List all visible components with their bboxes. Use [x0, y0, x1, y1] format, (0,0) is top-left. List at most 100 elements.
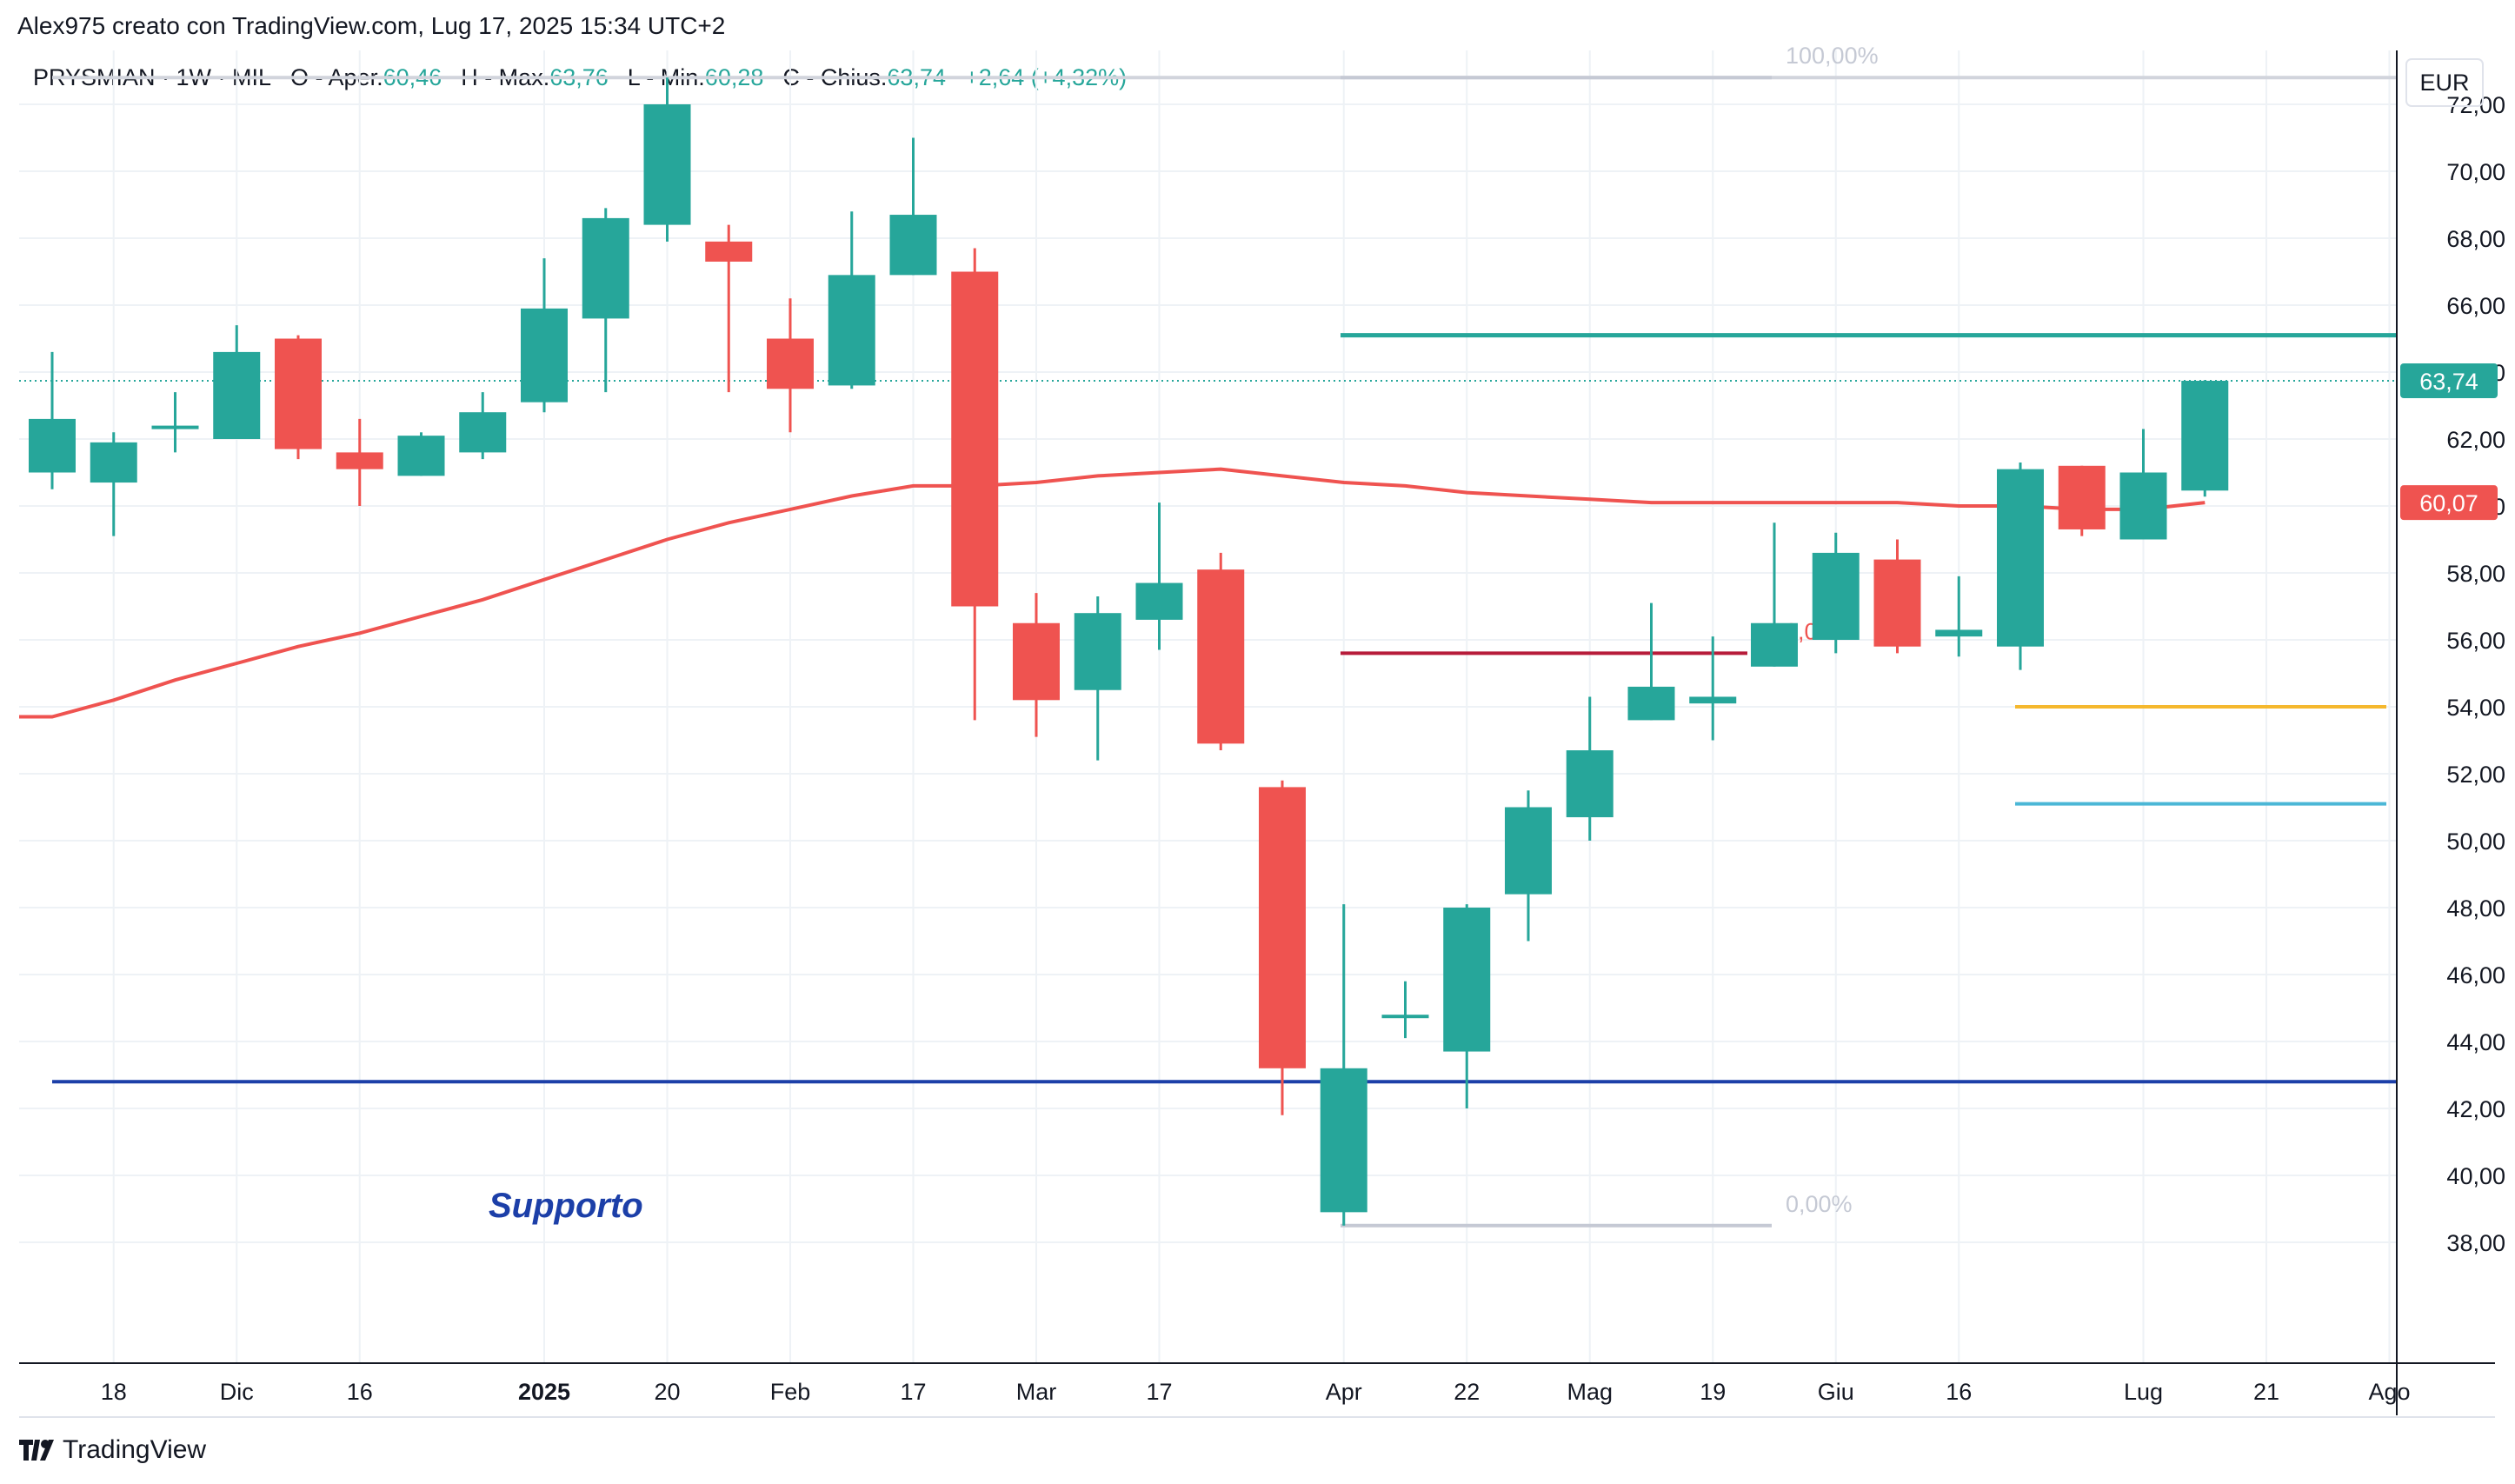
- candle: [459, 392, 507, 460]
- candle-body: [582, 217, 629, 319]
- x-tick-label: Mag: [1567, 1379, 1613, 1405]
- candle: [1812, 532, 1860, 654]
- candle-body: [1627, 686, 1675, 721]
- x-tick-label: 16: [347, 1379, 373, 1405]
- candle: [828, 211, 875, 389]
- candle: [1627, 602, 1675, 721]
- candle-body: [1873, 559, 1921, 647]
- last-price-tag-box: [2400, 363, 2498, 399]
- candle: [643, 77, 691, 242]
- y-tick-label: 46,00: [2446, 962, 2505, 988]
- last-price-tag: 63,74: [2419, 369, 2478, 395]
- tradingview-logo-icon: [19, 1440, 54, 1461]
- candle: [29, 351, 76, 489]
- x-tick-label: 17: [900, 1379, 926, 1405]
- support-label: Supporto: [489, 1187, 643, 1225]
- candle-body: [2058, 465, 2106, 529]
- fib-level-label: 100,00%: [1786, 43, 1879, 69]
- y-tick-label: 44,00: [2446, 1029, 2505, 1055]
- candle-body: [151, 425, 199, 429]
- candle: [275, 335, 322, 460]
- candle: [90, 432, 137, 536]
- candle: [1689, 636, 1737, 741]
- candle: [521, 258, 568, 413]
- creator-credit: Alex975 creato con TradingView.com, Lug …: [17, 12, 726, 39]
- candle: [2058, 465, 2106, 536]
- y-tick-label: 40,00: [2446, 1163, 2505, 1189]
- candle-body: [521, 308, 568, 403]
- candle: [1566, 696, 1613, 841]
- currency-label[interactable]: EUR: [2419, 70, 2469, 96]
- candle: [582, 208, 629, 393]
- y-tick-label: 70,00: [2446, 159, 2505, 185]
- candle-body: [213, 351, 261, 439]
- candle: [1197, 552, 1245, 751]
- y-tick-label: 52,00: [2446, 762, 2505, 788]
- candle-body: [1381, 1015, 1429, 1019]
- candle: [1074, 596, 1121, 761]
- candle-body: [951, 271, 999, 607]
- candle: [1935, 576, 1983, 657]
- x-tick-label: Ago: [2368, 1379, 2410, 1405]
- candle-body: [1751, 622, 1798, 667]
- candle-body: [1935, 629, 1983, 637]
- y-tick-label: 66,00: [2446, 293, 2505, 319]
- candle-body: [1689, 696, 1737, 704]
- candle: [336, 418, 383, 506]
- candle-body: [767, 338, 814, 389]
- x-tick-label: 22: [1454, 1379, 1480, 1405]
- candle-body: [828, 275, 875, 386]
- x-tick-label: 17: [1146, 1379, 1172, 1405]
- candle: [1873, 539, 1921, 654]
- y-tick-label: 68,00: [2446, 226, 2505, 252]
- candle: [1751, 522, 1798, 667]
- y-tick-label: 62,00: [2446, 427, 2505, 453]
- tradingview-logo[interactable]: TradingView: [19, 1435, 206, 1465]
- candle-body: [459, 412, 507, 453]
- candle-body: [1074, 613, 1121, 690]
- x-tick-label: 16: [1946, 1379, 1972, 1405]
- candle-body: [275, 338, 322, 449]
- candle: [1135, 502, 1183, 650]
- x-tick-label: Giu: [1818, 1379, 1854, 1405]
- x-tick-label: Feb: [770, 1379, 811, 1405]
- candle-body: [705, 241, 753, 262]
- x-tick-label: 18: [101, 1379, 127, 1405]
- candle-body: [1443, 908, 1491, 1052]
- x-tick-label: 19: [1700, 1379, 1726, 1405]
- fib-level-label: 0,00%: [1786, 1191, 1853, 1217]
- candle-body: [1505, 807, 1552, 895]
- y-tick-label: 54,00: [2446, 695, 2505, 721]
- y-tick-label: 56,00: [2446, 628, 2505, 654]
- moving-average-line: [19, 467, 2206, 719]
- candle-body: [643, 104, 691, 225]
- ma-price-tag-box: [2400, 485, 2498, 521]
- x-tick-label: Lug: [2124, 1379, 2163, 1405]
- candle-body: [29, 418, 76, 473]
- candle-body: [1320, 1068, 1367, 1213]
- x-tick-label: 2025: [518, 1379, 570, 1405]
- x-tick-label: Mar: [1016, 1379, 1057, 1405]
- y-tick-label: 48,00: [2446, 895, 2505, 922]
- candle-body: [1135, 582, 1183, 620]
- x-tick-label: Dic: [220, 1379, 254, 1405]
- candle: [1997, 462, 2044, 670]
- candle-body: [1197, 569, 1245, 744]
- y-tick-label: 42,00: [2446, 1096, 2505, 1122]
- y-tick-label: 38,00: [2446, 1230, 2505, 1256]
- candle-body: [1259, 787, 1306, 1068]
- candle: [705, 224, 753, 393]
- ma-price-tag: 60,07: [2419, 490, 2478, 516]
- x-tick-label: 21: [2253, 1379, 2279, 1405]
- x-tick-label: 20: [654, 1379, 680, 1405]
- candle-body: [889, 215, 937, 276]
- tradingview-logo-text: TradingView: [63, 1435, 207, 1464]
- candle: [1013, 593, 1060, 737]
- candle: [151, 392, 199, 453]
- candle: [1505, 790, 1552, 942]
- candle-body: [1997, 469, 2044, 647]
- candle: [1320, 904, 1367, 1226]
- candle: [1259, 780, 1306, 1115]
